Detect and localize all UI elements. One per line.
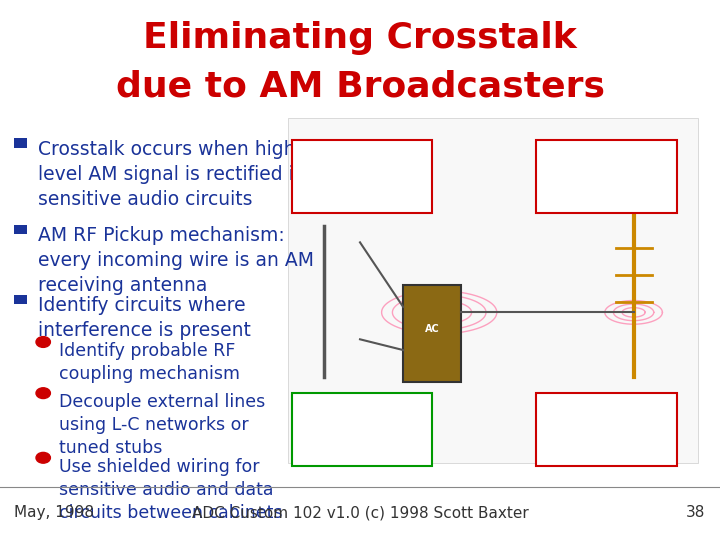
Text: AC: AC	[425, 323, 439, 334]
Text: Crosstalk occurs when high-
level AM signal is rectified in
sensitive audio circ: Crosstalk occurs when high- level AM sig…	[38, 140, 306, 209]
Text: Decouple external lines
using L-C networks or
tuned stubs: Decouple external lines using L-C networ…	[59, 393, 265, 457]
Text: ADC Custom 102 v1.0 (c) 1998 Scott Baxter: ADC Custom 102 v1.0 (c) 1998 Scott Baxte…	[192, 505, 528, 520]
FancyBboxPatch shape	[536, 140, 677, 213]
Text: Shield sensitive
audio and data
circuits between
cabinets: Shield sensitive audio and data circuits…	[313, 399, 410, 460]
Text: May, 1998: May, 1998	[14, 505, 94, 520]
Text: due to AM Broadcasters: due to AM Broadcasters	[115, 69, 605, 103]
Text: Decouple circuits
experiencing
interference: Decouple circuits experiencing interfere…	[556, 407, 657, 452]
Text: Identify probable RF
coupling mechanism: Identify probable RF coupling mechanism	[59, 342, 240, 383]
Text: Identify circuits where
interference is present: Identify circuits where interference is …	[38, 296, 251, 340]
Circle shape	[36, 388, 50, 399]
FancyBboxPatch shape	[292, 140, 432, 213]
FancyBboxPatch shape	[14, 295, 27, 305]
Text: Use shielded wiring for
sensitive audio and data
circuits between cabinets: Use shielded wiring for sensitive audio …	[59, 458, 282, 522]
Text: Ground antenna
feedlines prior to
building entry: Ground antenna feedlines prior to buildi…	[308, 154, 415, 199]
Text: AM RF Pickup mechanism:
every incoming wire is an AM
receiving antenna: AM RF Pickup mechanism: every incoming w…	[38, 226, 314, 295]
FancyBboxPatch shape	[14, 138, 27, 148]
FancyBboxPatch shape	[288, 118, 698, 463]
FancyBboxPatch shape	[292, 393, 432, 466]
FancyBboxPatch shape	[403, 286, 461, 382]
Text: Ground cabinets
and decouple
incoming lines: Ground cabinets and decouple incoming li…	[555, 154, 658, 199]
FancyBboxPatch shape	[536, 393, 677, 466]
Circle shape	[36, 453, 50, 463]
Text: Eliminating Crosstalk: Eliminating Crosstalk	[143, 21, 577, 55]
FancyBboxPatch shape	[14, 225, 27, 234]
Circle shape	[36, 336, 50, 347]
Text: 38: 38	[686, 505, 706, 520]
